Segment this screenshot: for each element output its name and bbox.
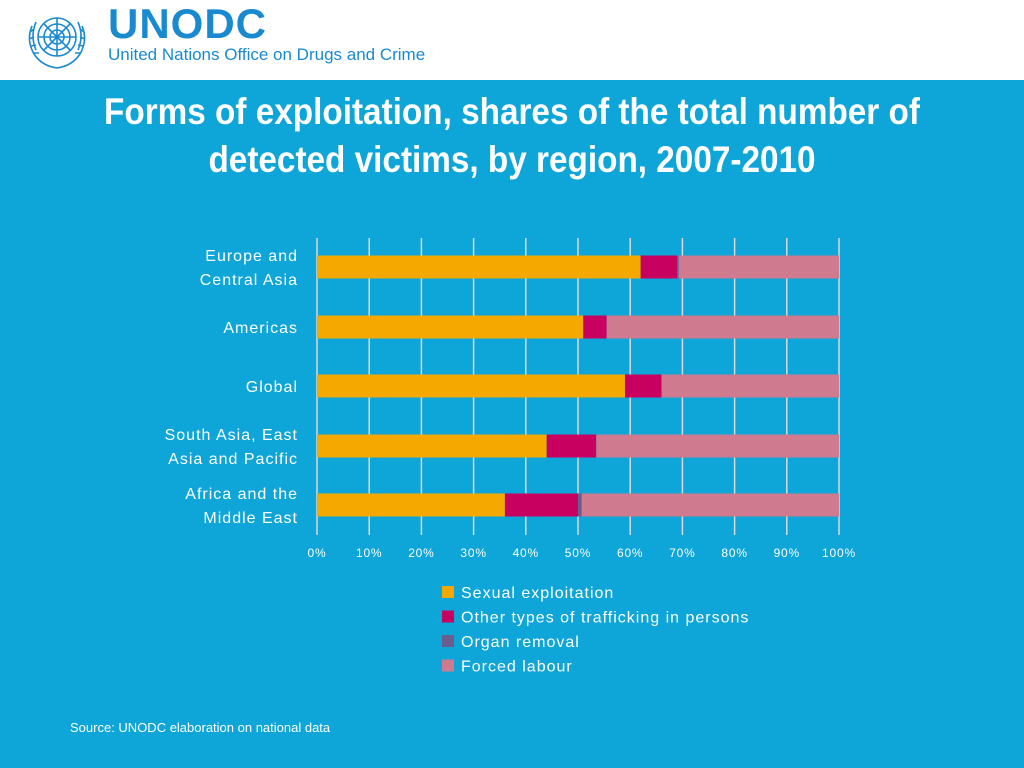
chart-title: Forms of exploitation, shares of the tot… — [87, 88, 937, 184]
category-label: Central Asia — [200, 272, 298, 289]
bar-segment — [624, 374, 662, 398]
x-tick-label: 70% — [669, 546, 695, 560]
category-label: Asia and Pacific — [168, 451, 298, 468]
x-tick-label: 30% — [460, 546, 486, 560]
un-emblem-icon — [22, 6, 92, 72]
bar-segment — [677, 255, 679, 279]
legend-label: Forced labour — [461, 659, 573, 676]
legend-swatch — [442, 659, 454, 672]
legend-swatch — [442, 586, 454, 598]
legend-label: Sexual exploitation — [461, 585, 614, 602]
category-label: Global — [246, 379, 298, 396]
org-short-name: UNODC — [108, 0, 267, 47]
bar-segment — [678, 255, 839, 279]
bar-segment — [317, 434, 547, 458]
bar-segment — [661, 374, 839, 398]
x-tick-label: 60% — [617, 546, 643, 560]
bar-segment — [317, 493, 505, 517]
bar-segment — [581, 493, 839, 517]
bar-segment — [640, 255, 678, 279]
bar-segment — [317, 374, 625, 398]
bar-segment — [546, 434, 597, 458]
bar-segment — [504, 493, 578, 517]
legend-swatch — [442, 610, 454, 623]
header-bar: UNODC United Nations Office on Drugs and… — [0, 0, 1024, 80]
category-label: Europe and — [205, 248, 298, 265]
legend-swatch — [442, 635, 454, 647]
x-tick-label: 20% — [408, 546, 434, 560]
category-label: Middle East — [203, 510, 298, 527]
x-tick-label: 0% — [308, 546, 327, 560]
bar-segment — [596, 434, 839, 458]
org-full-name: United Nations Office on Drugs and Crime — [108, 45, 426, 64]
bar-segment — [317, 255, 641, 279]
chart-title-line-1: Forms of exploitation, shares of the tot… — [104, 91, 920, 132]
bar-segment — [317, 315, 584, 339]
x-tick-label: 90% — [774, 546, 800, 560]
source-note: Source: UNODC elaboration on national da… — [70, 720, 331, 735]
chart-title-line-2: detected victims, by region, 2007-2010 — [208, 139, 816, 180]
category-label: Americas — [223, 320, 298, 337]
legend-label: Other types of trafficking in persons — [461, 610, 749, 627]
x-tick-label: 10% — [356, 546, 382, 560]
x-tick-label: 80% — [721, 546, 747, 560]
category-label: Africa and the — [185, 486, 298, 503]
bar-segment — [606, 315, 839, 339]
bar-segment — [578, 493, 582, 517]
x-tick-label: 40% — [513, 546, 539, 560]
bar-segment — [583, 315, 607, 339]
x-tick-label: 50% — [565, 546, 591, 560]
x-tick-label: 100% — [822, 546, 856, 560]
legend-label: Organ removal — [461, 634, 580, 651]
category-label: South Asia, East — [165, 427, 298, 444]
